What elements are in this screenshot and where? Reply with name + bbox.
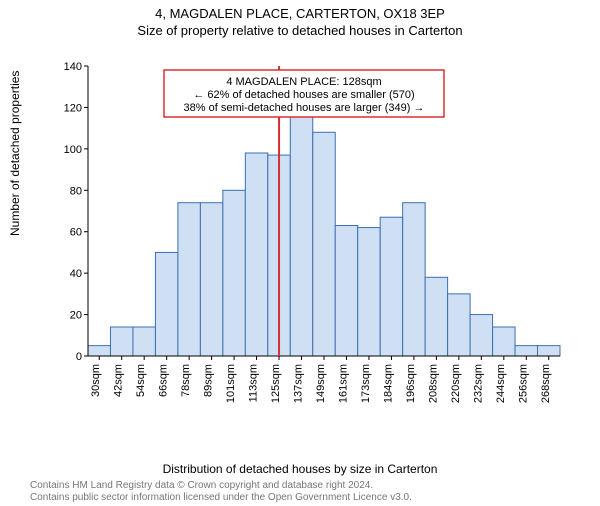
svg-text:256sqm: 256sqm xyxy=(517,364,529,403)
histogram-bar xyxy=(538,346,560,356)
svg-text:40: 40 xyxy=(70,268,82,280)
chart-titles: 4, MAGDALEN PLACE, CARTERTON, OX18 3EP S… xyxy=(0,6,600,38)
histogram-bar xyxy=(133,327,155,356)
svg-text:244sqm: 244sqm xyxy=(495,364,507,403)
annotation-line: 4 MAGDALEN PLACE: 128sqm xyxy=(226,76,381,88)
svg-text:232sqm: 232sqm xyxy=(472,364,484,403)
svg-text:120: 120 xyxy=(64,102,82,114)
x-axis-label: Distribution of detached houses by size … xyxy=(0,462,600,476)
histogram-bar xyxy=(200,203,222,356)
histogram-bar xyxy=(155,252,177,356)
svg-text:173sqm: 173sqm xyxy=(360,364,372,403)
svg-text:196sqm: 196sqm xyxy=(405,364,417,403)
footer-line-2: Contains public sector information licen… xyxy=(30,492,412,504)
svg-text:100: 100 xyxy=(64,144,82,156)
annotation-line: ← 62% of detached houses are smaller (57… xyxy=(193,89,414,101)
histogram-bar xyxy=(178,203,200,356)
histogram-bar xyxy=(425,277,447,356)
histogram-bar xyxy=(358,228,380,356)
svg-text:184sqm: 184sqm xyxy=(382,364,394,403)
svg-text:268sqm: 268sqm xyxy=(540,364,552,403)
svg-text:140: 140 xyxy=(64,61,82,73)
svg-text:161sqm: 161sqm xyxy=(337,364,349,403)
svg-text:89sqm: 89sqm xyxy=(203,364,215,397)
histogram-bar xyxy=(403,203,425,356)
svg-text:101sqm: 101sqm xyxy=(225,364,237,403)
svg-text:66sqm: 66sqm xyxy=(158,364,170,397)
title-sub: Size of property relative to detached ho… xyxy=(0,23,600,38)
annotation-line: 38% of semi-detached houses are larger (… xyxy=(184,102,425,114)
footer-line-1: Contains HM Land Registry data © Crown c… xyxy=(30,480,412,492)
svg-text:149sqm: 149sqm xyxy=(315,364,327,403)
svg-text:125sqm: 125sqm xyxy=(270,364,282,403)
svg-text:42sqm: 42sqm xyxy=(113,364,125,397)
svg-text:80: 80 xyxy=(70,185,82,197)
svg-text:20: 20 xyxy=(70,310,82,322)
histogram-bar xyxy=(380,217,402,356)
svg-text:60: 60 xyxy=(70,227,82,239)
svg-text:137sqm: 137sqm xyxy=(293,364,305,403)
histogram-bar xyxy=(290,112,312,356)
svg-text:113sqm: 113sqm xyxy=(248,364,260,402)
histogram-bar xyxy=(110,327,132,356)
title-main: 4, MAGDALEN PLACE, CARTERTON, OX18 3EP xyxy=(0,6,600,21)
histogram-bar xyxy=(313,132,335,356)
y-axis-label: Number of detached properties xyxy=(8,71,22,236)
svg-text:0: 0 xyxy=(76,351,82,363)
histogram-bar xyxy=(470,315,492,356)
histogram-bar xyxy=(448,294,470,356)
svg-text:30sqm: 30sqm xyxy=(90,364,102,397)
histogram-bar xyxy=(493,327,515,356)
histogram-bar xyxy=(88,346,110,356)
svg-text:208sqm: 208sqm xyxy=(427,364,439,403)
histogram-bar xyxy=(515,346,537,356)
svg-text:54sqm: 54sqm xyxy=(135,364,147,397)
histogram-svg: 0 20 40 60 80 100 120 140 30sqm 42sqm 54sqm 66sqm 78… xyxy=(58,56,570,416)
histogram-bar xyxy=(335,226,357,357)
chart-area: 0 20 40 60 80 100 120 140 30sqm 42sqm 54sqm 66sqm 78… xyxy=(58,56,570,416)
svg-text:78sqm: 78sqm xyxy=(180,364,192,397)
svg-text:220sqm: 220sqm xyxy=(450,364,462,403)
histogram-bar xyxy=(223,190,245,356)
footer-attribution: Contains HM Land Registry data © Crown c… xyxy=(30,480,412,504)
histogram-bar xyxy=(245,153,267,356)
